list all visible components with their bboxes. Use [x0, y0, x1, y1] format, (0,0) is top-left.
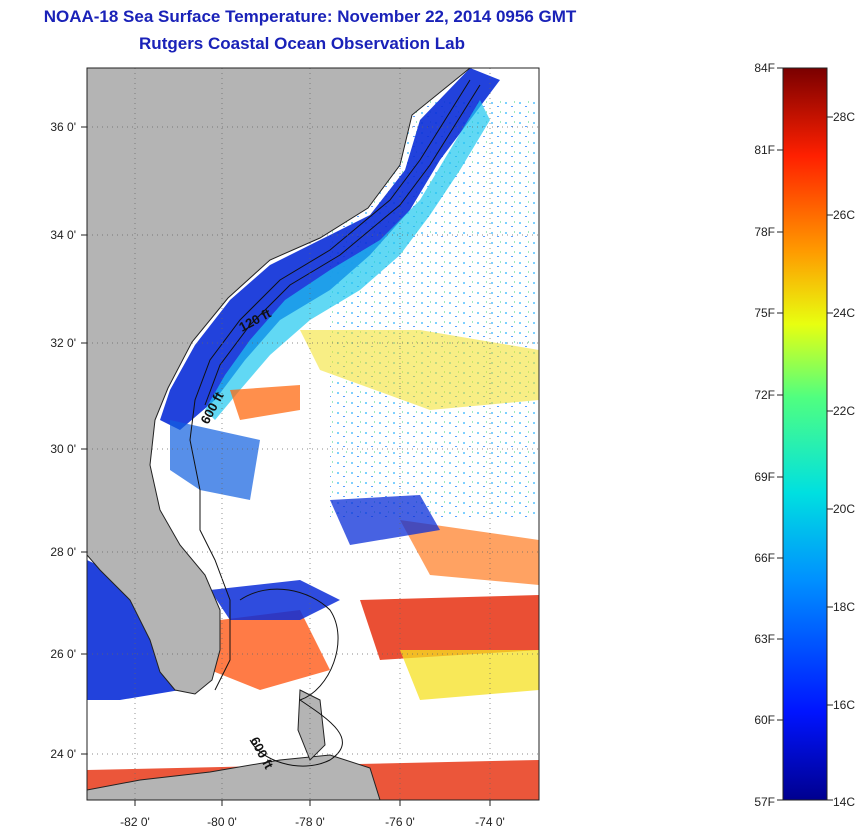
isobath-120ft: [189, 79, 471, 691]
colorbar-f-label: 75F: [754, 306, 775, 320]
graticule: [87, 68, 539, 800]
shelf-warm-band: [205, 100, 490, 420]
colorbar-c-label: 18C: [833, 600, 855, 614]
colorbar-c-label: 22C: [833, 404, 855, 418]
colorbar-c-label: 14C: [833, 795, 855, 809]
map-frame: [86, 67, 540, 801]
isobath-600ft: [239, 588, 343, 767]
colorbar-f-label: 78F: [754, 225, 775, 239]
map-title: NOAA-18 Sea Surface Temperature: Novembe…: [43, 7, 577, 26]
colorbar-c-label: 26C: [833, 208, 855, 222]
lon-tick-label: -78 0': [295, 815, 325, 829]
warm-water-patch: [400, 520, 539, 585]
map-subtitle: Rutgers Coastal Ocean Observation Lab: [139, 34, 465, 53]
lat-tick-label: 32 0': [50, 336, 76, 350]
colorbar-f-label: 57F: [754, 795, 775, 809]
colorbar-f-label: 69F: [754, 470, 775, 484]
warm-water-patch: [210, 610, 330, 690]
warm-water-patch: [360, 595, 539, 660]
lat-tick-label: 24 0': [50, 747, 76, 761]
land-mass-us: [87, 68, 471, 695]
colorbar-f-label: 81F: [754, 143, 775, 157]
warm-water-patch: [300, 330, 539, 410]
colorbar-f-label: 72F: [754, 388, 775, 402]
colorbar-f-label: 63F: [754, 632, 775, 646]
warm-water-patch: [230, 385, 300, 420]
cold-water-patch: [330, 495, 440, 545]
lon-tick-label: -74 0': [475, 815, 505, 829]
lon-axis: -82 0' -80 0' -78 0' -76 0' -74 0': [120, 800, 505, 829]
colorbar-c-label: 24C: [833, 306, 855, 320]
colorbar-gradient: [782, 67, 828, 801]
land-mass-bahamas: [297, 689, 326, 761]
coastal-cold-water: [160, 68, 500, 430]
colorbar-c-label: 20C: [833, 502, 855, 516]
lat-tick-label: 28 0': [50, 545, 76, 559]
colorbar-f-label: 84F: [754, 61, 775, 75]
colorbar-c-label: 16C: [833, 698, 855, 712]
lat-tick-label: 34 0': [50, 228, 76, 242]
lat-axis: 36 0' 34 0' 32 0' 30 0' 28 0' 26 0' 24 0…: [50, 120, 87, 761]
lon-tick-label: -76 0': [385, 815, 415, 829]
lat-tick-label: 36 0': [50, 120, 76, 134]
map-area: 120 ft 600 ft 600 ft: [87, 68, 539, 800]
lat-tick-label: 26 0': [50, 647, 76, 661]
lon-tick-label: -82 0': [120, 815, 150, 829]
warm-water-patch: [400, 650, 539, 700]
colorbar-f-label: 60F: [754, 713, 775, 727]
isobath-600ft: [204, 84, 481, 406]
colorbar: 84F 81F 78F 75F 72F 69F 66F 63F 60F 57F …: [754, 61, 855, 809]
cold-water-patch: [210, 580, 340, 620]
lon-tick-label: -80 0': [207, 815, 237, 829]
lat-tick-label: 30 0': [50, 442, 76, 456]
colorbar-f-label: 66F: [754, 551, 775, 565]
colorbar-c-label: 28C: [833, 110, 855, 124]
cold-water-patch: [170, 420, 260, 500]
